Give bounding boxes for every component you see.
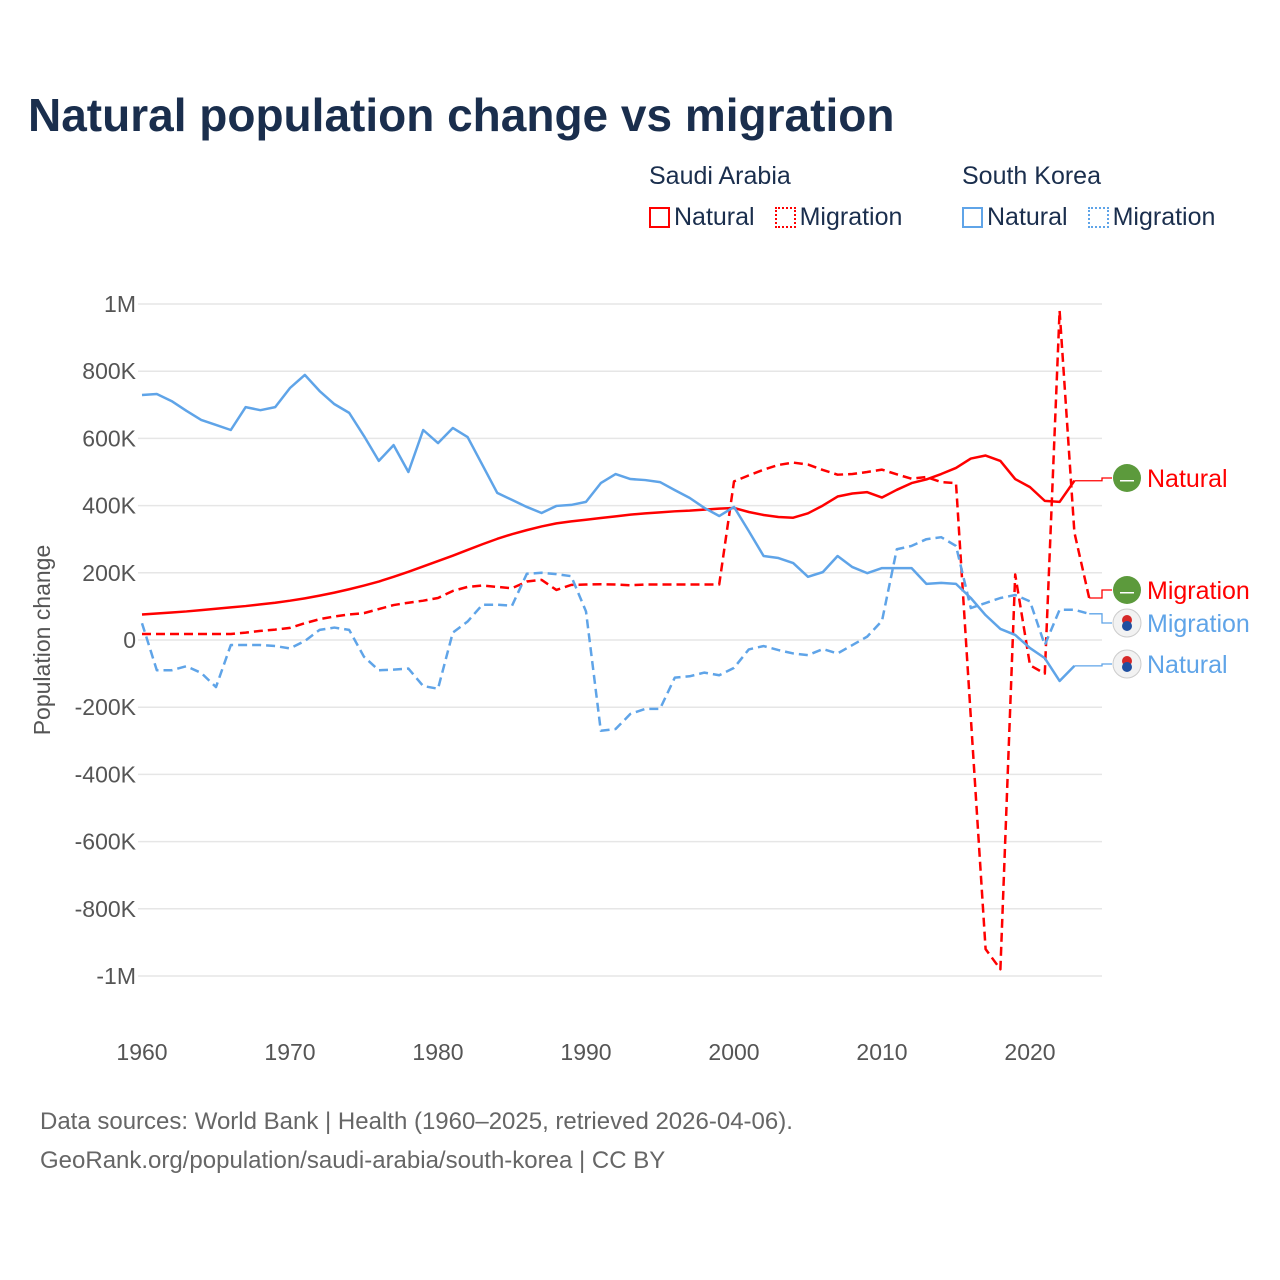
legend-swatch-dotted xyxy=(1087,207,1109,228)
legend-group-title: South Korea xyxy=(962,162,1101,190)
legend-swatch-solid xyxy=(649,207,670,228)
y-tick-label: 0 xyxy=(123,627,136,653)
korea-flag-icon-taeguk-blue xyxy=(1122,621,1132,631)
series-end-label: Natural xyxy=(1147,465,1228,493)
legend-item-sk-natural[interactable]: Natural xyxy=(962,203,1068,232)
label-connector xyxy=(1074,477,1112,482)
series-line-south-korea-natural xyxy=(141,373,1076,683)
saudi-flag-icon-sword xyxy=(1120,592,1134,594)
legend-item-sk-migration[interactable]: Migration xyxy=(1087,203,1216,232)
legend-group-title: Saudi Arabia xyxy=(649,162,791,190)
chart-title: Natural population change vs migration xyxy=(28,89,895,141)
legend-label: Natural xyxy=(987,203,1068,231)
label-connector xyxy=(1089,589,1112,599)
y-tick-label: -200K xyxy=(75,694,137,720)
legend-label: Migration xyxy=(1112,203,1216,231)
x-tick-label: 1990 xyxy=(560,1039,611,1065)
saudi-flag-icon xyxy=(1113,576,1141,604)
legend-group-saudi-arabia: Saudi Arabia Natural Migration xyxy=(649,162,902,232)
y-tick-label: -800K xyxy=(75,896,137,922)
y-tick-label: 600K xyxy=(82,425,136,451)
x-tick-label: 1980 xyxy=(412,1039,463,1065)
y-tick-label: -400K xyxy=(75,761,137,787)
footer-credit: GeoRank.org/population/saudi-arabia/sout… xyxy=(40,1147,666,1174)
legend-swatch-dotted xyxy=(774,207,796,228)
legend-label: Migration xyxy=(799,203,903,231)
footer-sources: Data sources: World Bank | Health (1960–… xyxy=(40,1108,793,1135)
x-tick-label: 1970 xyxy=(264,1039,315,1065)
label-connector xyxy=(1089,613,1112,624)
x-tick-label: 2010 xyxy=(856,1039,907,1065)
y-tick-label: 200K xyxy=(82,560,136,586)
label-connector xyxy=(1074,663,1112,667)
series-end-label: Migration xyxy=(1147,610,1250,638)
series-line-south-korea-migration xyxy=(140,535,1090,732)
series-line-saudi-arabia-natural xyxy=(141,454,1076,616)
series-end-label: Migration xyxy=(1147,577,1250,605)
series-end-label: Natural xyxy=(1147,651,1228,679)
legend-item-sa-migration[interactable]: Migration xyxy=(774,203,903,232)
x-tick-label: 2020 xyxy=(1004,1039,1055,1065)
legend-item-sa-natural[interactable]: Natural xyxy=(649,203,755,232)
y-axis-label: Population change xyxy=(29,545,55,736)
y-tick-label: 800K xyxy=(82,358,136,384)
x-tick-label: 1960 xyxy=(116,1039,167,1065)
legend-group-south-korea: South Korea Natural Migration xyxy=(962,162,1215,232)
legend-label: Natural xyxy=(674,203,755,231)
series-line-saudi-arabia-migration xyxy=(142,309,1091,971)
y-tick-label: 1M xyxy=(104,291,136,317)
korea-flag-icon-taeguk-blue xyxy=(1122,662,1132,672)
y-tick-label: -600K xyxy=(75,829,137,855)
saudi-flag-icon xyxy=(1113,464,1141,492)
legend-swatch-solid xyxy=(962,207,983,228)
y-tick-label: -1M xyxy=(96,963,136,989)
y-tick-label: 400K xyxy=(82,493,136,519)
saudi-flag-icon-sword xyxy=(1120,480,1134,482)
x-tick-label: 2000 xyxy=(708,1039,759,1065)
